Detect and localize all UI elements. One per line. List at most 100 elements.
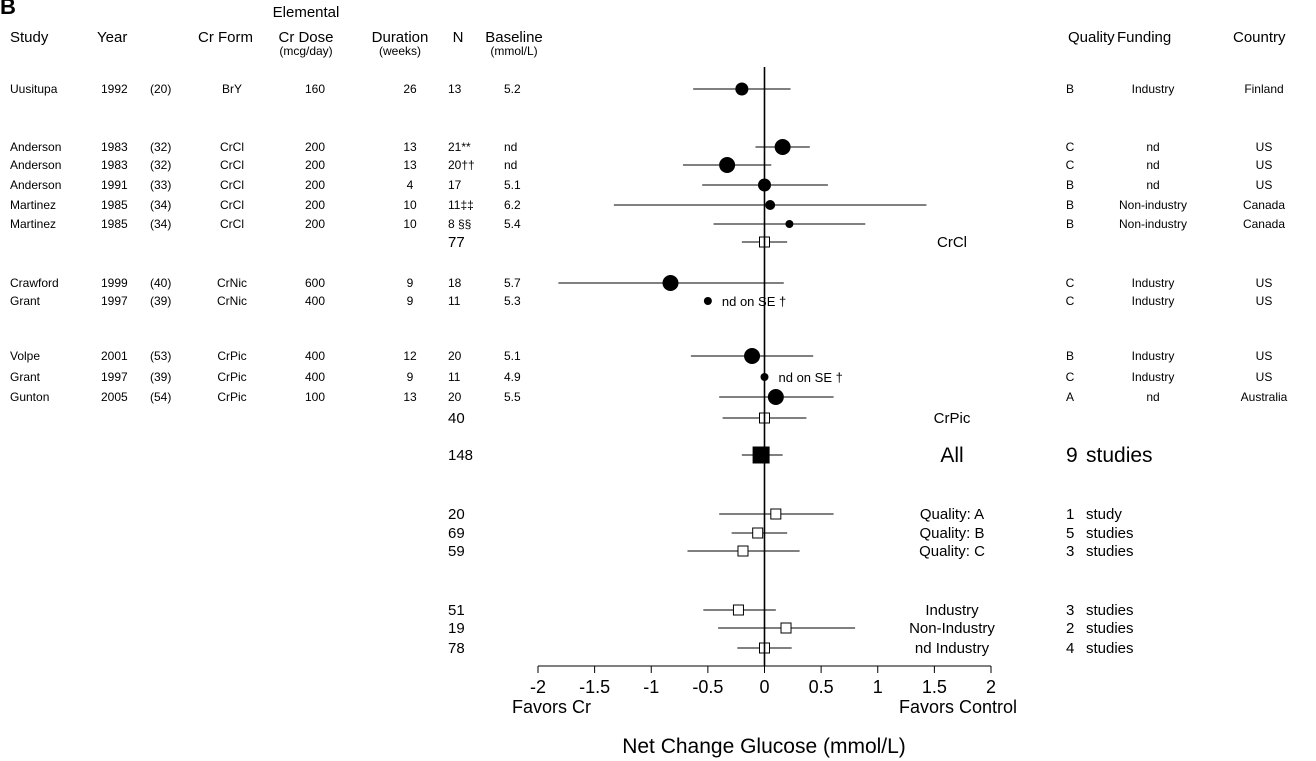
study-cr-form: CrNic — [217, 294, 247, 308]
study-effect-point — [785, 220, 794, 228]
study-effect-point — [662, 275, 679, 291]
subgroup-row: 69 Quality: B 5 studies — [448, 525, 1134, 542]
study-cr-form: CrCl — [220, 140, 244, 154]
study-name: Crawford — [10, 276, 59, 290]
study-dose: 400 — [305, 370, 325, 384]
subgroup-study-count: 5 — [1066, 525, 1074, 542]
subgroup-label: Quality: B — [919, 525, 984, 542]
study-n: 21** — [448, 140, 471, 154]
subgroup-study-count: 3 — [1066, 543, 1074, 560]
study-duration: 10 — [403, 217, 417, 231]
study-effect-point — [765, 200, 776, 210]
subgroup-label: Industry — [925, 602, 979, 619]
study-baseline: 5.3 — [504, 294, 521, 308]
study-effect-point — [703, 297, 712, 305]
study-quality: C — [1066, 140, 1075, 154]
subgroup-label: CrCl — [937, 234, 967, 251]
subgroup-study-count-label: study — [1086, 506, 1122, 523]
subgroup-label: Quality: A — [920, 506, 984, 523]
header-country: Country — [1233, 29, 1286, 46]
x-axis-ticks: -2 -1.5 -1 -0.5 0 0.5 1 1.5 2 — [530, 666, 996, 697]
header-study: Study — [10, 29, 49, 46]
header-baseline-line1: Baseline — [485, 29, 543, 46]
study-ref: (39) — [150, 294, 171, 308]
study-baseline: 5.2 — [504, 82, 521, 96]
study-year: 2001 — [101, 349, 128, 363]
subgroup-n: 20 — [448, 506, 465, 523]
study-n: 18 — [448, 276, 462, 290]
study-funding: Non-industry — [1119, 217, 1187, 231]
study-baseline: 5.1 — [504, 178, 521, 192]
study-n: 8 §§ — [448, 217, 471, 231]
study-duration: 12 — [403, 349, 417, 363]
study-baseline: 5.1 — [504, 349, 521, 363]
study-quality: A — [1066, 390, 1074, 404]
subgroup-row: 20 Quality: A 1 study — [448, 506, 1122, 523]
study-year: 1992 — [101, 82, 128, 96]
header-dose-line3: (mcg/day) — [279, 44, 332, 58]
study-dose: 200 — [305, 140, 325, 154]
header-baseline-line2: (mmol/L) — [490, 44, 537, 58]
subgroup-study-count-label: studies — [1086, 620, 1134, 637]
study-dose: 200 — [305, 158, 325, 172]
study-rows: Uusitupa 1992 (20) BrY 160 26 13 5.2 B Industry Fi… — [10, 82, 1288, 405]
subgroup-pooled-marker — [780, 622, 792, 634]
header-year: Year — [97, 29, 127, 46]
subgroup-n: 59 — [448, 543, 465, 560]
subgroup-row: 78 nd Industry 4 studies — [448, 640, 1134, 657]
study-quality: B — [1066, 349, 1074, 363]
x-tick-label: -1 — [643, 677, 659, 697]
study-duration: 10 — [403, 198, 417, 212]
study-effect-point — [767, 389, 784, 405]
favors-control-label: Favors Control — [899, 697, 1017, 717]
subgroup-row: 19 Non-Industry 2 studies — [448, 620, 1134, 637]
study-ref: (40) — [150, 276, 171, 290]
study-cr-form: CrNic — [217, 276, 247, 290]
column-headers: Study Year Cr Form Elemental Cr Dose (mc… — [10, 4, 1286, 58]
study-year: 1983 — [101, 140, 128, 154]
study-dose: 160 — [305, 82, 325, 96]
study-row: Crawford 1999 (40) CrNic 600 9 18 5.7 C Industry U… — [10, 275, 1272, 291]
subgroup-row: 40 CrPic — [448, 410, 971, 427]
subgroup-study-count: 3 — [1066, 602, 1074, 619]
subgroup-study-count: 1 — [1066, 506, 1074, 523]
subgroup-label: Quality: C — [919, 543, 985, 560]
study-baseline: 5.7 — [504, 276, 521, 290]
subgroup-study-count-label: studies — [1086, 525, 1134, 542]
study-cr-form: CrCl — [220, 158, 244, 172]
x-tick-label: -1.5 — [579, 677, 610, 697]
study-country: US — [1256, 276, 1273, 290]
study-duration: 13 — [403, 158, 417, 172]
study-ref: (20) — [150, 82, 171, 96]
subgroup-study-count-label: studies — [1086, 640, 1134, 657]
x-tick-label: 1 — [873, 677, 883, 697]
study-duration: 13 — [403, 140, 417, 154]
header-n: N — [453, 29, 464, 46]
study-row: Grant 1997 (39) CrNic 400 9 11 5.3 C Industry US nd… — [10, 294, 1272, 309]
study-funding: Industry — [1132, 82, 1175, 96]
study-country: US — [1256, 140, 1273, 154]
study-effect-point — [744, 348, 761, 364]
study-baseline: nd — [504, 140, 517, 154]
study-name: Grant — [10, 370, 41, 384]
study-duration: 13 — [403, 390, 417, 404]
study-ref: (54) — [150, 390, 171, 404]
study-n: 13 — [448, 82, 462, 96]
header-funding: Funding — [1117, 29, 1171, 46]
study-funding: Industry — [1132, 276, 1175, 290]
study-quality: C — [1066, 276, 1075, 290]
study-dose: 200 — [305, 178, 325, 192]
study-n: 17 — [448, 178, 462, 192]
study-row: Martinez 1985 (34) CrCl 200 10 11‡‡ 6.2 B Non-ind… — [10, 198, 1285, 212]
subgroup-study-count-label: studies — [1086, 602, 1134, 619]
subgroup-study-count: 4 — [1066, 640, 1074, 657]
subgroup-row: 148 All 9 studies — [448, 444, 1153, 467]
subgroup-n: 69 — [448, 525, 465, 542]
study-year: 1985 — [101, 198, 128, 212]
study-effect-point — [735, 82, 749, 96]
study-ref: (33) — [150, 178, 171, 192]
